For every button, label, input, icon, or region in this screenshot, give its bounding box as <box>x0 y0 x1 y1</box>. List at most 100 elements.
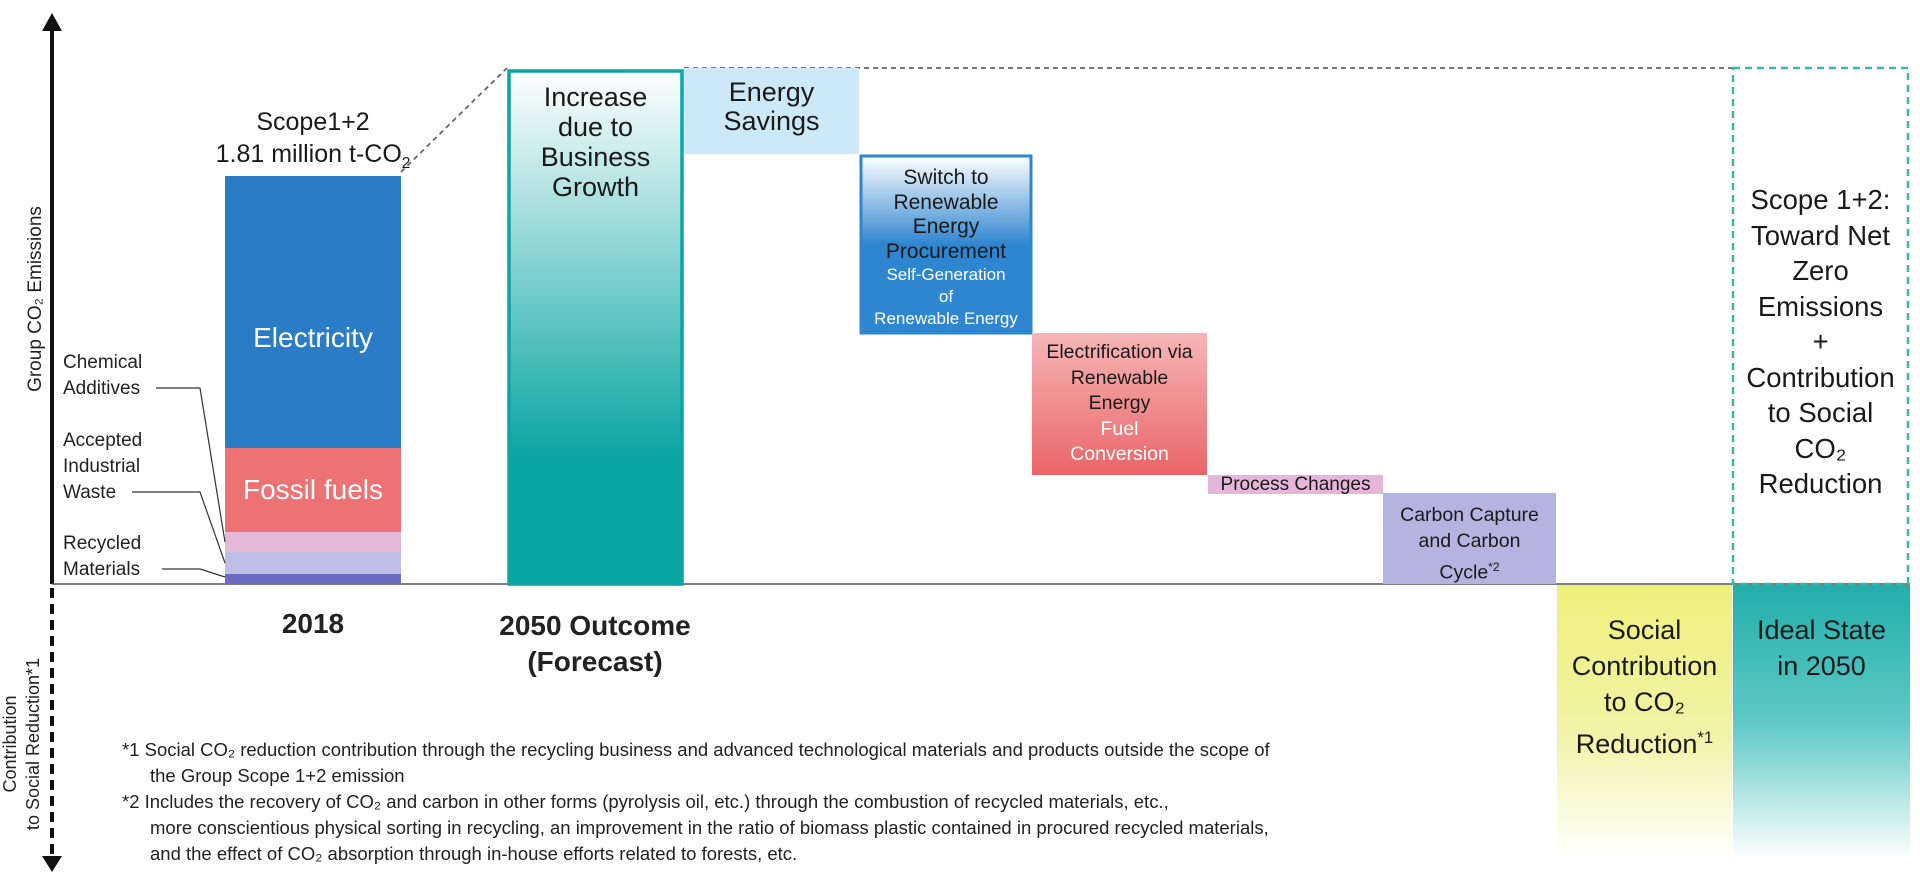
label-ideal-line1: Ideal State <box>1756 615 1887 645</box>
label-social-line3: to CO₂ <box>1604 687 1685 717</box>
label-renewable: Switch to Renewable Energy Procurement S… <box>861 166 1031 330</box>
bar-energy-savings <box>684 68 859 154</box>
label-elec-line2: Renewable <box>1070 366 1169 389</box>
label-energy-savings: Energy Savings <box>684 78 859 136</box>
label-capture-sup: *2 <box>1488 560 1500 574</box>
bar-business-growth <box>507 69 684 586</box>
label-netzero-line5: + <box>1812 326 1829 357</box>
note-1-line2: the Group Scope 1+2 emission <box>150 765 405 786</box>
label-waste-line1: Accepted <box>63 430 143 451</box>
label-social-line1: Social <box>1607 615 1682 645</box>
label-electrification: Electrification via Renewable Energy Fue… <box>1032 340 1207 468</box>
label-netzero-line2: Toward Net <box>1750 219 1891 251</box>
label-netzero-line9: Reduction <box>1758 468 1883 499</box>
label-growth-line3: Business <box>540 142 651 172</box>
scope-title: Scope1+2 1.81 million t-CO2 <box>175 106 451 180</box>
label-process-changes: Process Changes <box>1208 474 1383 496</box>
label-renew-main: Switch to Renewable Energy Procurement <box>886 166 1006 264</box>
note-2-line3: and the effect of CO₂ absorption through… <box>150 843 798 864</box>
label-carbon-capture: Carbon Capture and Carbon Cycle*2 <box>1383 502 1556 586</box>
bar-2018-fossil-fuels <box>225 448 401 532</box>
y-axis-negative-text-2: to Social Reduction*1 <box>23 657 43 831</box>
label-renew-sub1: Self-Generation <box>886 265 1006 284</box>
label-growth-line4: Growth <box>551 172 640 202</box>
label-renew-line4: Procurement <box>885 239 1007 263</box>
label-recycled-materials: Recycled Materials <box>63 531 141 583</box>
label-savings-line2: Savings <box>723 106 820 136</box>
label-electricity: Electricity <box>225 318 401 358</box>
label-netzero-line1: Scope 1+2: <box>1750 184 1891 215</box>
label-waste-line3: Waste <box>63 482 117 503</box>
scope-value-sub: 2 <box>401 155 411 172</box>
label-net-zero: Scope 1+2: Toward Net Zero Emissions + C… <box>1733 182 1908 502</box>
leader-chemical-additives <box>156 387 226 543</box>
x-label-2018: 2018 <box>225 608 401 640</box>
note-2-line1: *2 Includes the recovery of CO₂ and carb… <box>122 791 1169 812</box>
footnotes: *1 Social CO₂ reduction contribution thr… <box>122 737 1542 867</box>
bar-2018-chemical-additives <box>225 532 401 552</box>
connector-2018-to-2050 <box>400 67 508 173</box>
label-capture-line2: and Carbon <box>1418 530 1521 552</box>
bar-renewable-energy <box>859 154 1033 335</box>
scope-value-text: 1.81 million t-CO <box>215 140 402 168</box>
x-label-2018-text: 2018 <box>281 608 345 639</box>
label-recycled-line2: Materials <box>63 559 141 580</box>
label-renew-line3: Energy <box>912 215 980 238</box>
label-renew-sub2: of <box>938 287 954 306</box>
label-social-line4: Reduction <box>1575 729 1698 759</box>
label-social-contribution: Social Contribution to CO₂ Reduction*1 <box>1557 612 1732 762</box>
label-netzero-line7: to Social <box>1767 397 1874 428</box>
bar-process-changes <box>1208 475 1383 494</box>
label-fossil-fuels: Fossil fuels <box>225 470 401 510</box>
label-growth-line1: Increase <box>543 82 648 112</box>
y-axis-label-positive: Group CO₂ Emissions <box>25 139 51 459</box>
label-industrial-waste: Accepted Industrial Waste <box>63 428 142 506</box>
bar-2018-industrial-waste <box>225 552 401 574</box>
bar-2018-electricity <box>225 176 401 448</box>
bar-carbon-capture <box>1383 493 1556 584</box>
label-capture-line1: Carbon Capture <box>1400 504 1539 526</box>
leader-recycled-materials <box>162 568 226 578</box>
label-process-text: Process Changes <box>1220 474 1371 495</box>
y-axis-down-arrow <box>42 856 62 872</box>
label-waste-line2: Industrial <box>63 456 141 477</box>
label-renew-sub: Self-Generation of Renewable Energy <box>874 264 1018 330</box>
bar-social-contribution <box>1557 585 1732 860</box>
label-elec-sub2: Conversion <box>1070 443 1169 465</box>
label-chemical-line1: Chemical <box>63 352 143 373</box>
bar-2018-recycled-materials <box>225 574 401 584</box>
label-savings-line1: Energy <box>728 77 815 107</box>
x-label-2050: 2050 Outcome (Forecast) <box>460 608 730 680</box>
scope-title-line1: Scope1+2 <box>256 108 370 136</box>
label-elec-line1: Electrification via <box>1046 341 1193 363</box>
label-business-growth: Increase due to Business Growth <box>509 82 682 202</box>
label-netzero-line8: CO₂ <box>1794 432 1847 464</box>
y-axis-up-arrow <box>42 13 62 31</box>
label-recycled-line1: Recycled <box>63 533 142 554</box>
label-netzero-line6: Contribution <box>1746 361 1895 393</box>
y-axis-positive-text: Group CO₂ Emissions <box>25 206 46 392</box>
label-chemical-line2: Additives <box>63 378 141 399</box>
label-social-line4-wrap: Reduction*1 <box>1576 720 1713 762</box>
label-renew-line2: Renewable <box>893 190 999 214</box>
bar-ideal-state <box>1733 585 1910 860</box>
leader-industrial-waste <box>132 491 226 564</box>
label-fossil-fuels-text: Fossil fuels <box>242 474 384 505</box>
label-renew-sub3: Renewable Energy <box>874 309 1018 328</box>
y-axis-label-negative: Contribution to Social Reduction*1 <box>0 634 47 854</box>
note-2-line2: more conscientious physical sorting in r… <box>150 817 1269 838</box>
label-growth-line2: due to <box>557 112 634 142</box>
label-ideal-line2: in 2050 <box>1777 651 1866 681</box>
label-elec-sub: Fuel Conversion <box>1070 417 1169 468</box>
label-renew-line1: Switch to <box>903 166 989 189</box>
x-label-2050-line2: (Forecast) <box>527 646 663 677</box>
label-netzero-line4: Emissions <box>1757 290 1884 322</box>
label-electricity-text: Electricity <box>253 322 373 353</box>
label-capture-line3: Cycle <box>1439 561 1489 584</box>
label-ideal-state: Ideal State in 2050 <box>1733 612 1910 684</box>
x-label-2050-line1: 2050 Outcome <box>499 610 691 641</box>
label-social-sup: *1 <box>1697 728 1714 747</box>
label-elec-sub1: Fuel <box>1100 417 1139 440</box>
